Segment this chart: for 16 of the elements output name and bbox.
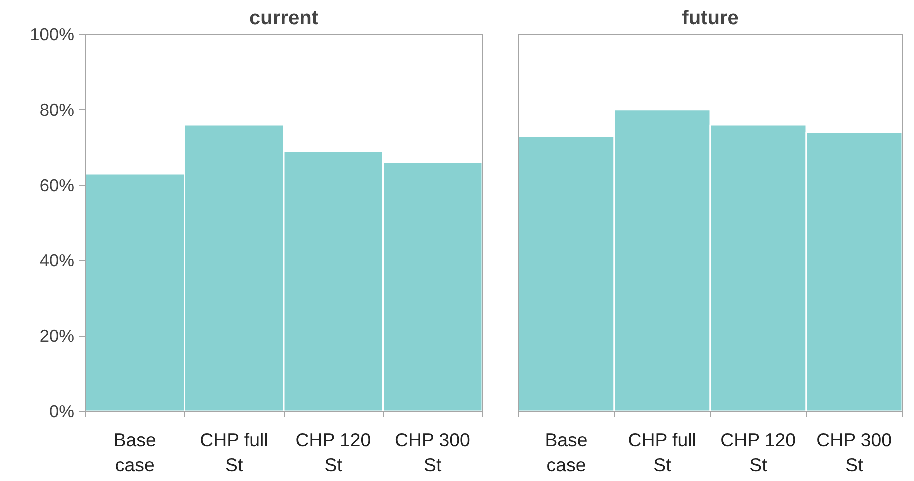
x-tick-label: CHP 300 St [395,430,470,476]
y-tick-label: 100% [30,24,75,44]
x-tick-label: CHP 120 St [296,430,372,476]
x-tick-label: CHP full St [200,430,268,476]
x-tick-label: CHP 120 St [720,430,796,476]
y-tick-label: 40% [40,250,75,271]
x-tick-label: Base case [545,430,588,476]
y-tick-label: 80% [40,100,75,120]
y-tick-label: 0% [49,402,74,422]
chart-title: current [250,8,319,30]
x-tick-label: CHP 300 St [816,430,892,476]
x-tick-label: Base case [114,430,156,476]
chart-title: future [682,8,739,30]
y-tick-label: 20% [40,326,75,346]
y-tick-label: 60% [40,175,75,196]
x-tick-label: CHP full St [628,430,696,476]
